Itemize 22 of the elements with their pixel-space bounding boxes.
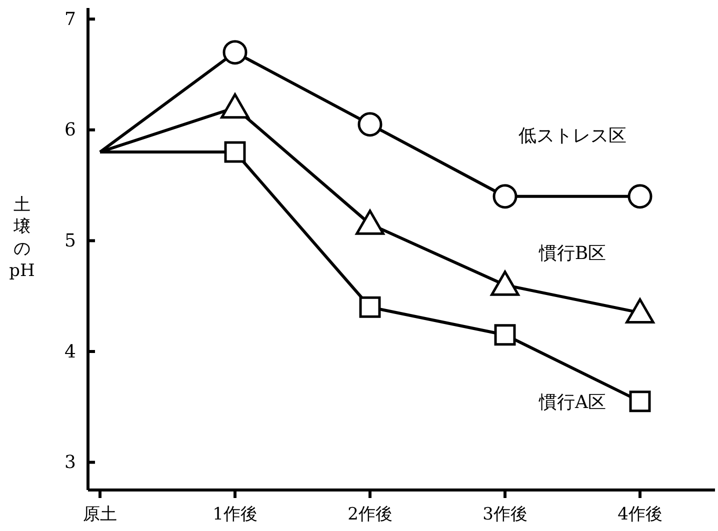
y-tick-label: 3 bbox=[64, 452, 76, 474]
text: 低ストレス区 bbox=[518, 125, 626, 146]
x-tick-label: 4作後 bbox=[618, 504, 662, 525]
point bbox=[492, 184, 518, 209]
y-tick-label: 7 bbox=[64, 8, 76, 30]
series-label: 慣行A区 bbox=[538, 392, 606, 414]
point bbox=[494, 324, 516, 346]
x-tick-label: 3作後 bbox=[482, 504, 528, 525]
y-tick-label: 5 bbox=[64, 230, 76, 252]
point bbox=[358, 112, 382, 137]
y-tick-label: 6 bbox=[64, 120, 76, 141]
series-label: 慣行B区 bbox=[538, 242, 606, 264]
point bbox=[224, 141, 246, 163]
x-tick-label: 原土 bbox=[83, 504, 117, 525]
point bbox=[629, 390, 651, 412]
x-tick-label: 2作後 bbox=[348, 504, 392, 525]
point bbox=[222, 40, 248, 65]
point bbox=[628, 184, 652, 209]
point bbox=[359, 296, 381, 318]
y-tick-label: 4 bbox=[64, 341, 76, 362]
x-tick-label: 1作後 bbox=[212, 504, 258, 525]
y-axis-title: 土壌のpH bbox=[9, 195, 35, 281]
